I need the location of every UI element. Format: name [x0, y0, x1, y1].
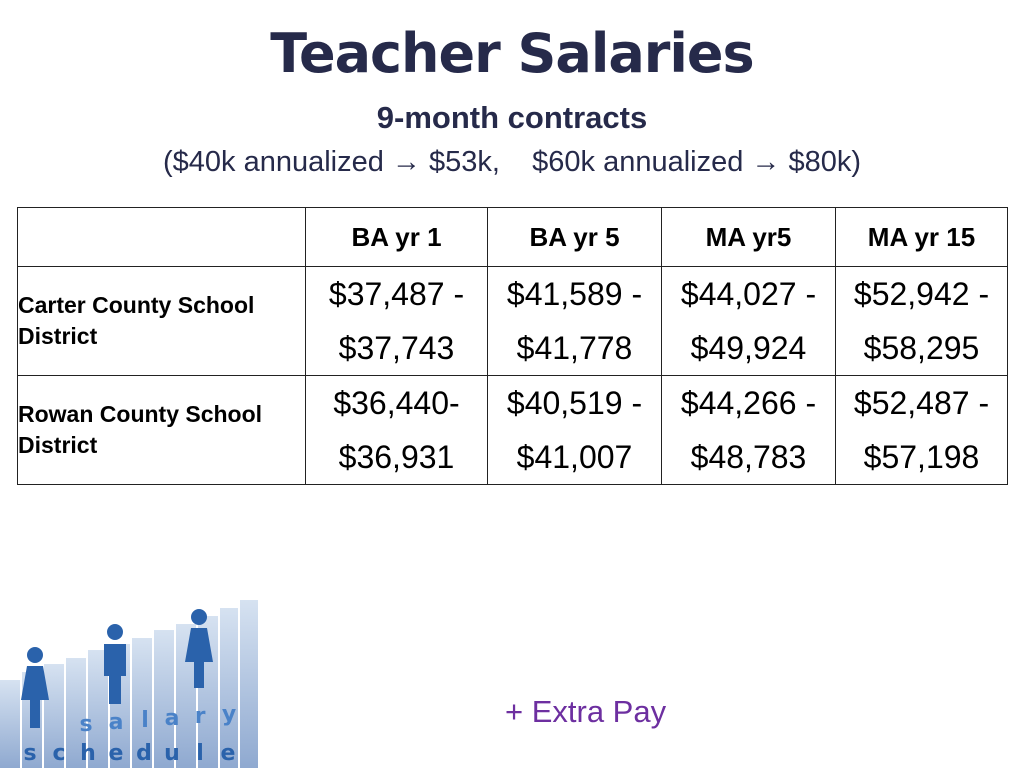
extra-pay-label: + Extra Pay: [505, 694, 667, 729]
svg-text:s: s: [79, 712, 92, 737]
salary-high: $58,295: [863, 330, 980, 366]
logo-letters: s a l a r y s c h e d u l e: [23, 702, 236, 766]
salary-high: $41,778: [516, 330, 633, 366]
salary-low: $44,027 -: [680, 276, 817, 312]
page-subtitle: 9-month contracts: [376, 100, 648, 135]
salary-low: $40,519 -: [506, 385, 643, 421]
column-header-ma-yr-15: MA yr 15: [835, 207, 1008, 267]
salary-low: $44,266 -: [680, 385, 817, 421]
salary-cell: $44,266 - $48,783: [661, 375, 836, 485]
salary-cell: $40,519 - $41,007: [487, 375, 662, 485]
column-header-blank: [17, 207, 306, 267]
svg-text:a: a: [165, 706, 180, 731]
district-name: Rowan County School District: [17, 375, 306, 485]
table-header-row: BA yr 1 BA yr 5 MA yr5 MA yr 15: [17, 207, 1008, 267]
svg-text:l: l: [196, 741, 204, 766]
salary-low: $52,942 -: [853, 276, 990, 312]
salary-cell: $52,487 - $57,198: [835, 375, 1008, 485]
salary-schedule-people-icon: s a l a r y s c h e d u l e: [0, 600, 258, 768]
salary-high: $36,931: [338, 439, 455, 475]
svg-text:h: h: [80, 741, 96, 766]
salary-cell: $44,027 - $49,924: [661, 266, 836, 376]
salary-high: $41,007: [516, 439, 633, 475]
salary-high: $57,198: [863, 439, 980, 475]
logo-bottom-word: s c h e d u l e: [23, 741, 235, 766]
table-row: Rowan County School District $36,440- $36…: [17, 375, 1008, 485]
svg-text:s: s: [23, 741, 36, 766]
svg-text:a: a: [109, 710, 124, 735]
svg-text:e: e: [109, 741, 124, 766]
column-header-ba-yr-5: BA yr 5: [487, 207, 662, 267]
svg-text:d: d: [136, 741, 152, 766]
svg-text:u: u: [164, 741, 180, 766]
svg-text:r: r: [195, 704, 206, 729]
salary-low: $41,589 -: [506, 276, 643, 312]
annualized-note: ($40k annualized → $53k, $60k annualized…: [162, 146, 862, 178]
svg-text:e: e: [221, 741, 236, 766]
salary-cell: $52,942 - $58,295: [835, 266, 1008, 376]
logo-top-word: s a l a r y: [79, 702, 236, 737]
column-header-ba-yr-1: BA yr 1: [305, 207, 488, 267]
salary-cell: $41,589 - $41,778: [487, 266, 662, 376]
table-row: Carter County School District $37,487 - $…: [17, 266, 1008, 376]
salary-high: $37,743: [338, 330, 455, 366]
bar-steps: [0, 600, 258, 768]
svg-text:l: l: [141, 708, 149, 733]
salary-cell: $37,487 - $37,743: [305, 266, 488, 376]
salary-high: $48,783: [690, 439, 807, 475]
salary-low: $37,487 -: [328, 276, 465, 312]
page-title: Teacher Salaries: [270, 22, 754, 85]
salary-high: $49,924: [690, 330, 807, 366]
salary-cell: $36,440- $36,931: [305, 375, 488, 485]
svg-text:c: c: [52, 741, 65, 766]
column-header-ma-yr5: MA yr5: [661, 207, 836, 267]
person-figures: [21, 609, 213, 728]
salary-low: $36,440-: [333, 385, 460, 421]
svg-text:y: y: [222, 702, 236, 727]
salary-low: $52,487 -: [853, 385, 990, 421]
salary-table: BA yr 1 BA yr 5 MA yr5 MA yr 15 Carter C…: [17, 207, 1008, 485]
district-name: Carter County School District: [17, 266, 306, 376]
